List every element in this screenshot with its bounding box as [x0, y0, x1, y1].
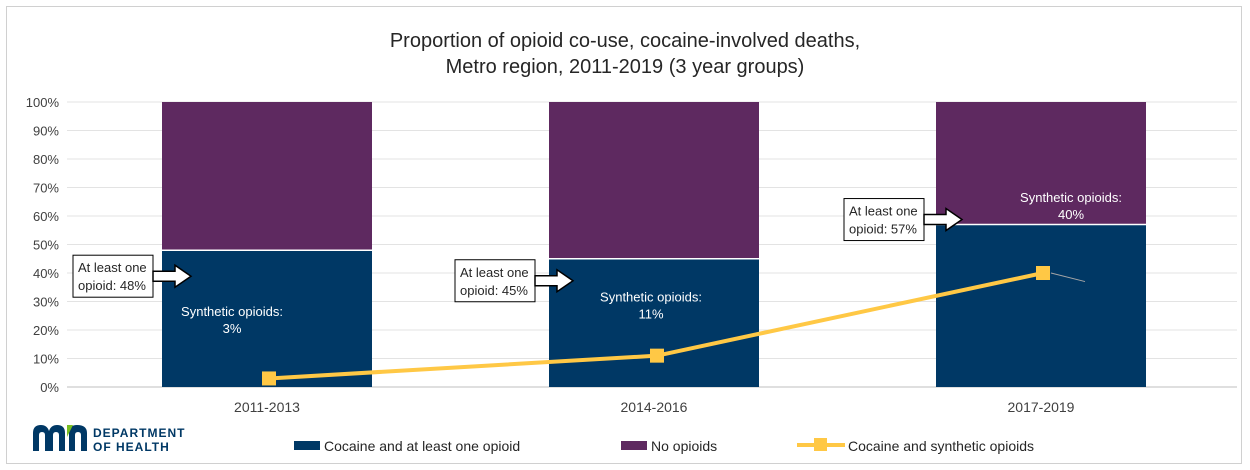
bar-cocaine-opioid — [549, 258, 759, 387]
callout-arrow-icon — [534, 268, 575, 294]
callout-box — [454, 259, 536, 303]
callout-box — [843, 198, 925, 242]
chart-title-line-2: Metro region, 2011-2019 (3 year groups) — [446, 56, 805, 78]
legend-label-synthetic: Cocaine and synthetic opioids — [848, 438, 1034, 454]
x-tick-label: 2017-2019 — [1008, 399, 1075, 415]
legend-swatch-cocaine-opioid — [294, 441, 320, 450]
x-axis: 2011-2013 2014-2016 2017-2019 — [234, 399, 1075, 415]
y-tick-label: 60% — [33, 209, 59, 224]
bar-cocaine-opioid — [936, 224, 1146, 387]
callout-box — [72, 254, 154, 298]
y-tick-label: 0% — [40, 380, 59, 395]
synthetic-label-line-1: Synthetic opioids: — [600, 290, 702, 305]
chart-title: Proportion of opioid co-use, cocaine-inv… — [390, 30, 860, 78]
chart-frame: Proportion of opioid co-use, cocaine-inv… — [6, 6, 1242, 464]
legend-swatch-no-opioids — [621, 441, 647, 450]
chart: Proportion of opioid co-use, cocaine-inv… — [26, 30, 1237, 454]
callout-line-2: opioid: 57% — [849, 222, 917, 237]
callout-arrow-icon — [923, 207, 964, 232]
x-tick-label: 2011-2013 — [234, 399, 300, 415]
logo-accent-icon — [67, 425, 73, 437]
y-tick-label: 20% — [33, 323, 59, 338]
synthetic-label-line-1: Synthetic opioids: — [1020, 190, 1122, 205]
callout-line-1: At least one — [78, 260, 147, 275]
synthetic-label-line-2: 11% — [638, 307, 663, 322]
legend-label-cocaine-opioid: Cocaine and at least one opioid — [324, 438, 520, 454]
callout-line-2: opioid: 45% — [460, 283, 528, 298]
synthetic-marker — [650, 348, 664, 363]
legend-marker-synthetic — [814, 438, 827, 451]
y-tick-label: 80% — [33, 152, 59, 167]
synthetic-line — [262, 266, 1086, 386]
y-axis: 0% 10% 20% 30% 40% 50% 60% 70% 80% 90% 100% — [26, 95, 60, 395]
legend-label-no-opioids: No opioids — [651, 438, 717, 454]
synthetic-marker — [1036, 266, 1050, 280]
y-tick-label: 70% — [33, 181, 59, 196]
callout-line-1: At least one — [460, 265, 529, 280]
callout-line-1: At least one — [849, 204, 918, 219]
logo-line-1: DEPARTMENT — [93, 426, 185, 440]
bar-cocaine-opioid — [162, 250, 372, 387]
y-tick-label: 30% — [33, 295, 59, 310]
callouts: At least one opioid: 48% At least one opioi… — [72, 198, 964, 303]
y-tick-label: 100% — [26, 95, 60, 110]
logo-line-2: OF HEALTH — [93, 440, 170, 454]
x-tick-label: 2014-2016 — [621, 399, 688, 415]
callout-arrow-icon — [152, 263, 193, 289]
synthetic-label-line-1: Synthetic opioids: — [181, 304, 283, 319]
y-tick-label: 40% — [33, 266, 59, 281]
mdh-logo: DEPARTMENT OF HEALTH — [33, 425, 185, 454]
synthetic-marker — [262, 371, 276, 386]
synthetic-labels: Synthetic opioids: 3% Synthetic opioids: 11… — [181, 190, 1122, 336]
legend: Cocaine and at least one opioid No opioi… — [294, 438, 1034, 454]
y-tick-label: 90% — [33, 124, 59, 139]
y-tick-label: 10% — [33, 352, 59, 367]
bar-no-opioids — [162, 102, 372, 251]
synthetic-label-line-2: 3% — [223, 321, 242, 336]
callout-line-2: opioid: 48% — [78, 278, 146, 293]
y-tick-label: 50% — [33, 238, 59, 253]
synthetic-label-line-2: 40% — [1058, 207, 1084, 222]
logo-mark-icon — [33, 425, 87, 451]
leader-line — [1050, 272, 1086, 283]
bars — [162, 102, 1146, 387]
bar-no-opioids — [936, 102, 1146, 225]
bar-no-opioids — [549, 102, 759, 259]
chart-title-line-1: Proportion of opioid co-use, cocaine-inv… — [390, 30, 860, 52]
